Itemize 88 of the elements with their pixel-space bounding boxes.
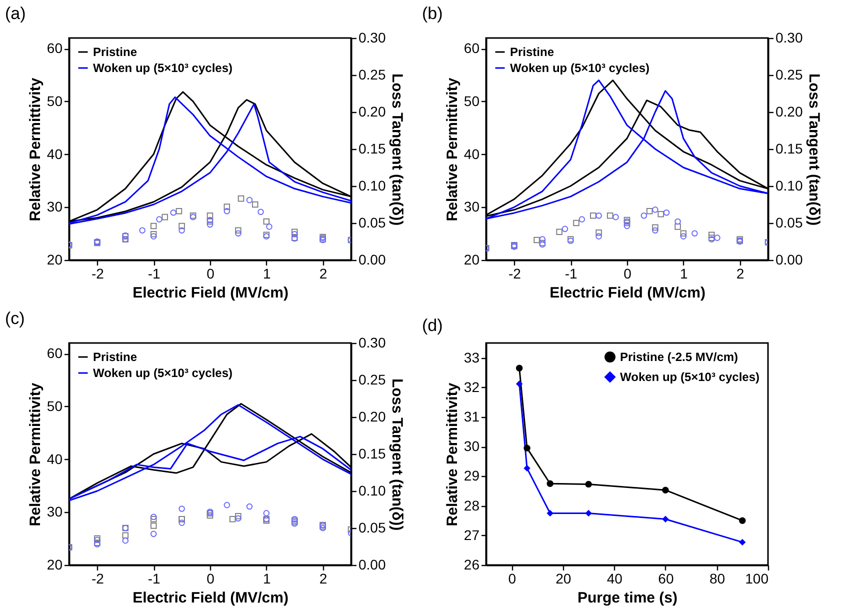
legend-label: Pristine	[93, 350, 138, 364]
y-tick-label: 40	[46, 146, 63, 162]
y-axis-title: Relative Permittivity	[26, 382, 44, 526]
legend-label: Woken up (5×10³ cycles)	[93, 61, 233, 75]
y2-tick-label: 0.05	[358, 214, 386, 230]
x-tick-label: 60	[658, 570, 674, 586]
y-axis-title: Relative Permittivity	[26, 77, 44, 222]
y-tick-label: 60	[46, 40, 63, 56]
chart-title: (d)	[422, 316, 443, 335]
x-tick-label: 2	[319, 570, 328, 586]
y-axis-title: Relative Permittivity	[444, 382, 461, 526]
x-tick-label: 1	[263, 570, 271, 586]
chart-title: (b)	[422, 4, 443, 23]
y-tick-label: 20	[46, 556, 63, 572]
y2-tick-label: 0.05	[358, 520, 386, 536]
y-tick-label: 50	[46, 92, 63, 109]
y2-tick-label: 0.00	[776, 252, 803, 268]
x-tick-label: 0	[508, 570, 516, 586]
x-tick-label: 2	[319, 266, 328, 282]
y-tick-label: 33	[464, 349, 480, 366]
y2-tick-label: 0.25	[776, 66, 803, 82]
y2-tick-label: 0.30	[776, 30, 803, 46]
y-tick-label: 29	[464, 468, 480, 484]
x-axis-title: Electric Field (MV/cm)	[550, 284, 706, 302]
y2-tick-label: 0.05	[776, 214, 803, 230]
y-tick-label: 30	[464, 198, 480, 215]
x-tick-label: -2	[508, 266, 522, 282]
y-tick-label: 20	[46, 252, 63, 268]
x-axis-title: Electric Field (MV/cm)	[132, 284, 288, 302]
x-tick-label: 2	[736, 266, 744, 282]
legend-label: Woken up (5×10³ cycles)	[93, 366, 233, 380]
legend-label: Pristine	[93, 45, 138, 59]
legend-label: Woken up (5×10³ cycles)	[620, 370, 760, 384]
y2-tick-label: 0.10	[358, 482, 386, 498]
y2-tick-label: 0.10	[776, 178, 803, 194]
y2-tick-label: 0.30	[358, 30, 386, 46]
x-tick-label: -2	[91, 266, 104, 282]
chart-title: (c)	[5, 309, 25, 328]
chart-title: (a)	[5, 4, 26, 23]
x-tick-label: 100	[745, 570, 769, 586]
x-tick-label: 0	[624, 266, 632, 282]
y-tick-label: 20	[464, 252, 480, 268]
y-axis-title: Relative Permittivity	[444, 77, 461, 222]
x-axis-title: Electric Field (MV/cm)	[132, 590, 288, 606]
legend-label: Pristine (-2.5 MV/cm)	[620, 350, 738, 364]
y2-tick-label: 0.20	[358, 408, 386, 424]
y2-tick-label: 0.20	[776, 104, 803, 120]
x-tick-label: 0	[206, 266, 215, 282]
y2-tick-label: 0.15	[358, 140, 386, 156]
y2-tick-label: 0.15	[776, 140, 803, 156]
y2-tick-label: 0.20	[358, 104, 386, 120]
x-tick-label: 0	[206, 570, 215, 586]
y-tick-label: 60	[46, 345, 63, 362]
y-tick-label: 40	[464, 146, 480, 162]
y-tick-label: 50	[464, 92, 480, 109]
y2-tick-label: 0.10	[358, 178, 386, 194]
x-tick-label: 1	[263, 266, 271, 282]
y2-tick-label: 0.25	[358, 372, 386, 388]
y-tick-label: 40	[46, 450, 63, 467]
x-tick-label: 20	[556, 570, 572, 586]
y-tick-label: 30	[464, 438, 480, 454]
y2-tick-label: 0.25	[358, 66, 386, 82]
x-axis-title: Purge time (s)	[577, 590, 678, 606]
y2-tick-label: 0.00	[358, 556, 386, 572]
x-tick-label: 40	[606, 570, 623, 586]
y2-axis-title: Loss Tangent (tan(δ))	[388, 378, 406, 531]
y-tick-label: 26	[464, 556, 480, 572]
y-tick-label: 60	[464, 40, 480, 56]
x-tick-label: 80	[709, 570, 726, 586]
x-tick-label: -2	[91, 570, 104, 586]
y2-tick-label: 0.15	[358, 446, 386, 462]
x-tick-label: -1	[148, 570, 161, 586]
y-tick-label: 32	[464, 378, 480, 395]
y2-axis-title: Loss Tangent (tan(δ))	[388, 73, 406, 226]
x-tick-label: 1	[680, 266, 688, 282]
y-tick-label: 27	[464, 526, 480, 543]
legend-label: Pristine	[510, 45, 554, 59]
x-tick-label: -1	[148, 266, 161, 282]
y-tick-label: 30	[46, 504, 63, 520]
y2-axis-title: Loss Tangent (tan(δ))	[806, 73, 823, 226]
y-tick-label: 50	[46, 398, 63, 414]
y2-tick-label: 0.00	[358, 252, 386, 268]
y-tick-label: 31	[464, 408, 480, 424]
y-tick-label: 30	[46, 198, 63, 215]
y2-tick-label: 0.30	[358, 334, 386, 350]
y-tick-label: 28	[464, 497, 480, 514]
x-tick-label: -1	[564, 266, 578, 282]
legend-label: Woken up (5×10³ cycles)	[510, 61, 650, 75]
